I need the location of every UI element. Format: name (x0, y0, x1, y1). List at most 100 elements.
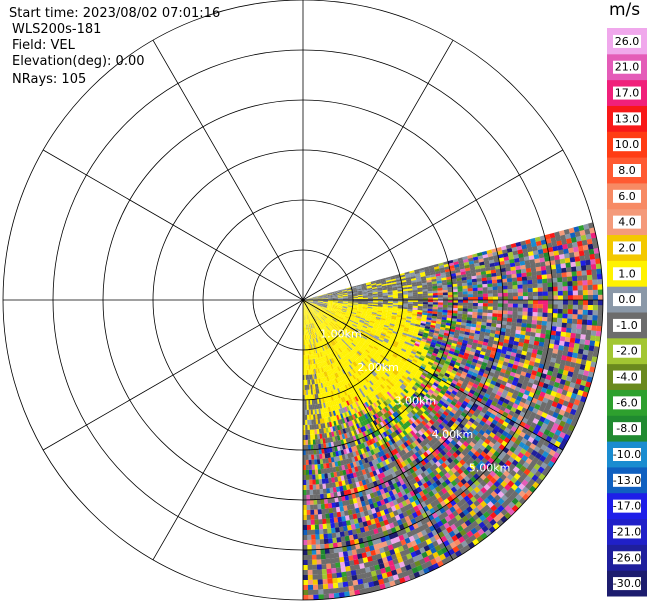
velocity-cell (396, 427, 403, 434)
velocity-cell (347, 353, 352, 359)
velocity-cell (312, 301, 318, 303)
velocity-cell (535, 353, 542, 360)
velocity-cell (410, 395, 417, 401)
velocity-cell (324, 320, 329, 325)
velocity-cell (567, 300, 573, 305)
velocity-cell (447, 489, 454, 496)
velocity-cell (379, 421, 385, 428)
velocity-cell (322, 315, 327, 320)
velocity-cell (462, 282, 468, 287)
velocity-cell (567, 313, 573, 320)
velocity-cell (419, 447, 426, 454)
velocity-cell (472, 296, 478, 301)
velocity-cell (316, 306, 321, 310)
velocity-cell (376, 393, 382, 399)
velocity-cell (310, 313, 313, 318)
velocity-cell (357, 302, 363, 305)
velocity-cell (334, 314, 340, 318)
velocity-cell (336, 320, 342, 324)
velocity-cell (352, 289, 358, 292)
velocity-cell (312, 301, 318, 303)
velocity-cell (382, 358, 388, 364)
velocity-cell (391, 472, 397, 479)
velocity-cell (343, 343, 349, 348)
velocity-cell (456, 440, 463, 447)
velocity-cell (351, 312, 357, 316)
velocity-cell (419, 414, 426, 421)
velocity-cell (588, 345, 595, 352)
velocity-cell (556, 326, 562, 332)
velocity-cell (372, 325, 379, 329)
velocity-cell (467, 308, 473, 313)
velocity-cell (513, 341, 519, 346)
velocity-cell (452, 406, 459, 412)
velocity-cell (364, 357, 369, 363)
velocity-cell (451, 390, 458, 396)
velocity-cell (368, 374, 374, 380)
velocity-cell (331, 309, 337, 312)
velocity-cell (417, 474, 424, 481)
velocity-cell (502, 342, 509, 348)
velocity-cell (423, 359, 429, 364)
velocity-cell (478, 258, 484, 263)
velocity-cell (383, 413, 389, 419)
velocity-cell (559, 258, 566, 265)
velocity-cell (327, 297, 333, 299)
velocity-cell (577, 304, 583, 311)
velocity-cell (425, 408, 432, 414)
velocity-cell (530, 387, 537, 394)
velocity-cell (337, 295, 343, 297)
velocity-cell (381, 342, 387, 347)
velocity-cell (401, 281, 407, 285)
velocity-cell (463, 378, 470, 385)
velocity-cell (351, 414, 356, 420)
velocity-cell (406, 358, 413, 363)
velocity-cell (395, 365, 402, 371)
velocity-cell (514, 373, 521, 379)
velocity-cell (310, 318, 314, 324)
velocity-cell (428, 346, 435, 351)
velocity-cell (546, 399, 554, 406)
velocity-cell (357, 405, 362, 412)
velocity-cell (324, 350, 328, 356)
velocity-cell (349, 317, 355, 321)
velocity-cell (307, 301, 313, 303)
velocity-cell (526, 323, 532, 329)
velocity-cell (385, 317, 392, 321)
velocity-cell (451, 318, 457, 322)
velocity-cell (413, 482, 420, 489)
velocity-cell (362, 308, 368, 311)
velocity-cell (479, 444, 486, 452)
velocity-cell (380, 450, 386, 456)
velocity-cell (327, 305, 333, 308)
velocity-cell (336, 366, 341, 372)
velocity-cell (439, 389, 446, 396)
velocity-cell (392, 296, 398, 299)
velocity-cell (423, 410, 430, 417)
velocity-cell (431, 488, 438, 495)
velocity-cell (482, 296, 488, 301)
velocity-cell (344, 355, 349, 361)
velocity-cell (591, 237, 598, 244)
velocity-cell (317, 294, 323, 297)
velocity-cell (317, 326, 320, 331)
velocity-cell (461, 434, 468, 442)
velocity-cell (361, 346, 367, 351)
velocity-cell (414, 382, 421, 388)
velocity-cell (500, 267, 507, 273)
velocity-cell (332, 326, 337, 331)
velocity-cell (370, 318, 376, 321)
velocity-cell (316, 305, 322, 308)
velocity-cell (336, 328, 342, 333)
velocity-cell (438, 470, 445, 478)
velocity-cell (389, 461, 396, 468)
velocity-cell (450, 400, 457, 407)
velocity-cell (354, 366, 359, 372)
velocity-cell (412, 377, 418, 383)
velocity-cell (417, 289, 423, 293)
velocity-cell (398, 420, 404, 427)
velocity-cell (356, 326, 362, 330)
velocity-cell (510, 329, 516, 334)
velocity-cell (393, 391, 399, 398)
velocity-cell (515, 326, 522, 331)
